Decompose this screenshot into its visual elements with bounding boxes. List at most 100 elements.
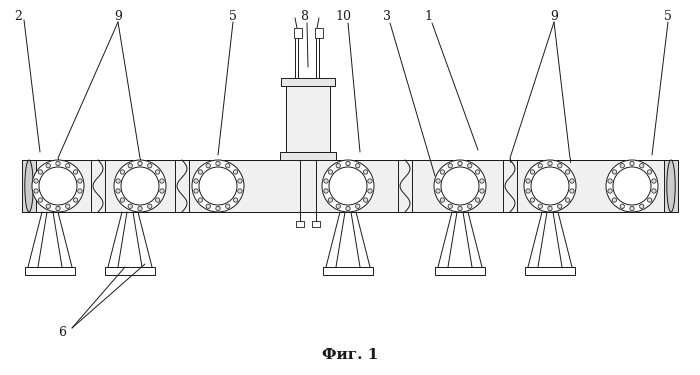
Circle shape xyxy=(652,189,656,193)
Circle shape xyxy=(526,179,531,183)
Circle shape xyxy=(630,206,634,211)
Circle shape xyxy=(458,161,462,166)
Circle shape xyxy=(328,198,332,202)
Circle shape xyxy=(225,204,230,209)
Bar xyxy=(323,267,373,275)
Circle shape xyxy=(436,179,440,183)
Circle shape xyxy=(324,189,328,193)
Bar xyxy=(294,28,302,38)
Circle shape xyxy=(548,206,552,211)
Circle shape xyxy=(192,160,244,212)
Circle shape xyxy=(468,164,472,168)
Circle shape xyxy=(613,167,651,205)
Circle shape xyxy=(608,179,612,183)
Circle shape xyxy=(34,189,38,193)
Circle shape xyxy=(116,179,120,183)
Circle shape xyxy=(363,170,368,174)
Circle shape xyxy=(324,179,328,183)
Circle shape xyxy=(548,161,552,166)
Circle shape xyxy=(66,164,70,168)
Circle shape xyxy=(199,167,237,205)
Circle shape xyxy=(538,164,543,168)
Bar xyxy=(315,28,323,38)
Bar xyxy=(435,267,485,275)
Circle shape xyxy=(570,179,574,183)
Circle shape xyxy=(475,170,480,174)
Circle shape xyxy=(78,189,82,193)
Circle shape xyxy=(194,189,198,193)
Circle shape xyxy=(238,189,242,193)
Circle shape xyxy=(225,164,230,168)
Circle shape xyxy=(38,198,43,202)
Circle shape xyxy=(233,170,238,174)
Circle shape xyxy=(434,160,486,212)
Circle shape xyxy=(56,206,60,211)
Circle shape xyxy=(114,160,166,212)
Circle shape xyxy=(216,161,220,166)
Circle shape xyxy=(440,170,444,174)
Circle shape xyxy=(630,161,634,166)
Circle shape xyxy=(458,206,462,211)
Circle shape xyxy=(640,204,644,209)
Circle shape xyxy=(160,179,164,183)
Circle shape xyxy=(322,160,374,212)
Circle shape xyxy=(480,179,484,183)
Circle shape xyxy=(440,198,444,202)
Circle shape xyxy=(526,189,531,193)
Bar xyxy=(286,84,330,152)
Circle shape xyxy=(128,164,132,168)
Circle shape xyxy=(612,198,617,202)
Circle shape xyxy=(78,179,82,183)
Circle shape xyxy=(148,164,152,168)
Text: 8: 8 xyxy=(300,10,308,24)
Circle shape xyxy=(336,164,340,168)
Text: 3: 3 xyxy=(383,10,391,24)
Text: 2: 2 xyxy=(14,10,22,24)
Bar xyxy=(280,152,336,160)
Circle shape xyxy=(570,189,574,193)
Circle shape xyxy=(531,167,569,205)
Circle shape xyxy=(524,160,576,212)
Circle shape xyxy=(356,164,360,168)
Text: 9: 9 xyxy=(550,10,558,24)
Text: 9: 9 xyxy=(114,10,122,24)
Circle shape xyxy=(336,204,340,209)
Bar xyxy=(296,221,304,227)
Circle shape xyxy=(368,189,372,193)
Circle shape xyxy=(530,198,535,202)
Circle shape xyxy=(128,204,132,209)
Bar xyxy=(312,221,320,227)
Circle shape xyxy=(448,204,452,209)
Circle shape xyxy=(652,179,656,183)
Bar xyxy=(525,267,575,275)
Circle shape xyxy=(206,204,211,209)
Text: 1: 1 xyxy=(424,10,432,24)
Circle shape xyxy=(346,161,350,166)
Circle shape xyxy=(441,167,479,205)
Circle shape xyxy=(530,170,535,174)
Circle shape xyxy=(155,170,160,174)
Circle shape xyxy=(216,206,220,211)
Circle shape xyxy=(74,170,78,174)
Circle shape xyxy=(620,204,624,209)
Text: 10: 10 xyxy=(335,10,351,24)
Circle shape xyxy=(648,170,652,174)
Circle shape xyxy=(155,198,160,202)
Text: 6: 6 xyxy=(58,327,66,339)
Bar xyxy=(105,267,155,275)
Circle shape xyxy=(39,167,77,205)
Circle shape xyxy=(56,161,60,166)
Circle shape xyxy=(233,198,238,202)
Circle shape xyxy=(368,179,372,183)
Circle shape xyxy=(74,198,78,202)
Circle shape xyxy=(468,204,472,209)
Bar xyxy=(281,78,335,86)
Circle shape xyxy=(640,164,644,168)
Circle shape xyxy=(329,167,367,205)
Circle shape xyxy=(46,164,50,168)
Circle shape xyxy=(32,160,84,212)
Bar xyxy=(25,267,75,275)
Bar xyxy=(22,160,678,212)
Circle shape xyxy=(198,170,202,174)
Circle shape xyxy=(198,198,202,202)
